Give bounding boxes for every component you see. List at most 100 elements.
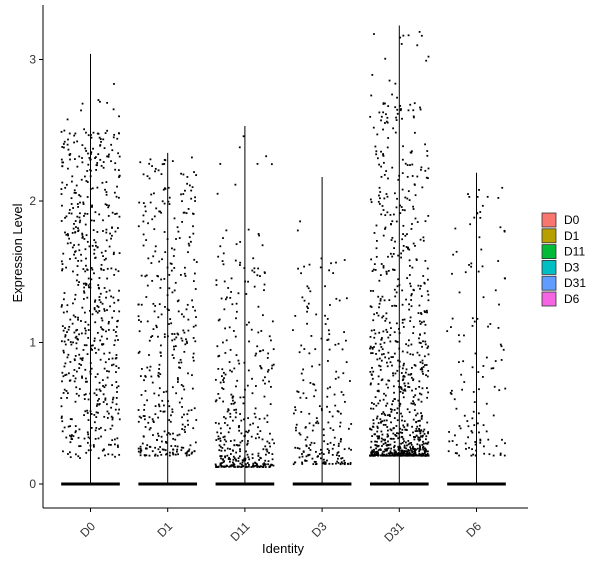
data-point <box>144 375 147 377</box>
data-point <box>326 405 328 408</box>
data-point <box>422 434 424 437</box>
data-point <box>402 424 405 427</box>
data-point <box>411 389 413 392</box>
data-point <box>380 119 382 122</box>
data-point <box>229 369 231 372</box>
data-point <box>139 161 142 164</box>
data-point <box>384 423 387 426</box>
data-point <box>405 246 408 248</box>
data-point <box>403 209 406 212</box>
data-point <box>86 181 89 183</box>
data-point <box>116 320 119 323</box>
data-point <box>78 333 80 336</box>
data-point <box>177 310 180 313</box>
data-point <box>81 359 84 362</box>
data-point <box>264 376 266 379</box>
data-point <box>110 143 113 146</box>
data-point <box>138 350 141 353</box>
data-point <box>215 283 218 286</box>
data-point <box>185 451 188 454</box>
data-point <box>407 443 410 446</box>
data-point <box>331 415 334 418</box>
data-point <box>89 449 92 452</box>
data-point <box>245 323 248 326</box>
data-point <box>99 301 102 304</box>
data-point <box>404 371 407 374</box>
data-point <box>148 177 151 180</box>
data-point <box>398 332 401 334</box>
data-point <box>176 332 179 335</box>
data-point <box>380 454 382 457</box>
data-point <box>269 403 272 406</box>
data-point <box>399 431 402 434</box>
data-point <box>267 460 270 463</box>
data-point <box>416 443 419 446</box>
data-point <box>220 465 223 468</box>
data-point <box>248 340 250 343</box>
data-point <box>246 462 249 464</box>
data-point <box>331 447 334 450</box>
data-point <box>153 228 156 231</box>
data-point <box>370 451 373 454</box>
data-point <box>372 419 375 421</box>
data-point <box>235 310 238 313</box>
data-point <box>415 414 417 417</box>
data-point <box>166 308 169 310</box>
data-point <box>250 466 253 468</box>
data-point <box>337 445 340 447</box>
data-point <box>247 280 249 283</box>
data-point <box>409 353 412 356</box>
data-point <box>302 392 305 395</box>
data-point <box>73 134 76 137</box>
data-point <box>86 353 89 355</box>
data-point <box>183 350 186 353</box>
data-point <box>169 433 172 436</box>
data-point <box>105 181 108 183</box>
data-point <box>144 454 146 457</box>
data-point <box>373 448 375 451</box>
legend-label-D11: D11 <box>564 245 585 259</box>
data-point <box>246 431 249 434</box>
data-point <box>148 416 151 419</box>
data-point <box>96 403 99 406</box>
data-point <box>492 414 495 417</box>
data-point <box>420 295 423 298</box>
data-point <box>372 407 375 410</box>
data-point <box>180 384 183 386</box>
data-point <box>62 252 65 255</box>
data-point <box>391 166 394 169</box>
data-point <box>91 268 94 271</box>
data-point <box>327 360 329 362</box>
data-point <box>419 438 421 441</box>
data-point <box>236 379 239 382</box>
data-point <box>374 342 377 345</box>
data-point <box>149 158 152 161</box>
data-point <box>390 410 393 413</box>
data-point <box>412 448 415 451</box>
data-point <box>232 399 234 402</box>
data-point <box>238 444 241 447</box>
data-point <box>379 191 382 193</box>
data-point <box>414 364 417 367</box>
data-point <box>104 361 107 364</box>
data-point <box>377 375 380 378</box>
data-point <box>73 331 76 334</box>
data-point <box>67 338 70 341</box>
data-point <box>399 447 402 450</box>
data-point <box>217 367 220 370</box>
data-point <box>100 268 103 271</box>
data-point <box>396 412 398 414</box>
data-point <box>151 418 154 421</box>
zero-band-D3 <box>292 482 352 486</box>
data-point <box>298 447 301 450</box>
data-point <box>89 175 92 178</box>
data-point <box>458 291 461 294</box>
data-point <box>98 388 101 391</box>
data-point <box>117 385 120 388</box>
data-point <box>420 166 423 169</box>
data-point <box>118 115 120 118</box>
data-point <box>494 289 497 292</box>
data-point <box>69 451 71 454</box>
data-point <box>235 444 238 446</box>
